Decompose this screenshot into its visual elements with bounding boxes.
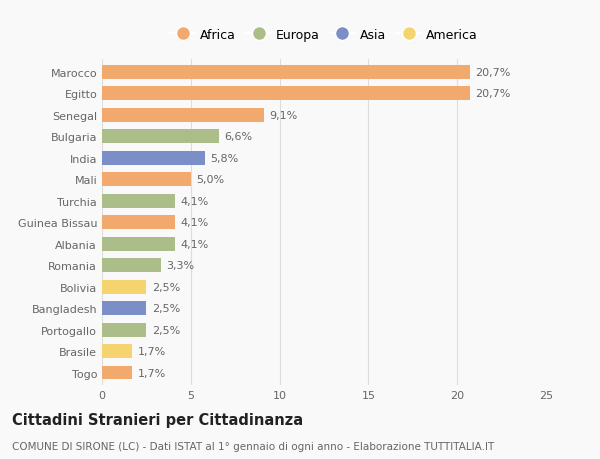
Text: COMUNE DI SIRONE (LC) - Dati ISTAT al 1° gennaio di ogni anno - Elaborazione TUT: COMUNE DI SIRONE (LC) - Dati ISTAT al 1°… [12, 441, 494, 451]
Text: 4,1%: 4,1% [180, 196, 208, 206]
Bar [102, 323, 146, 337]
Text: 4,1%: 4,1% [180, 239, 208, 249]
Bar [102, 237, 175, 251]
Text: 1,7%: 1,7% [137, 346, 166, 356]
Bar [102, 258, 161, 273]
Bar [102, 216, 175, 230]
Text: Cittadini Stranieri per Cittadinanza: Cittadini Stranieri per Cittadinanza [12, 413, 303, 428]
Bar [102, 344, 132, 358]
Bar [102, 151, 205, 165]
Text: 20,7%: 20,7% [475, 67, 511, 78]
Bar [102, 173, 191, 187]
Text: 4,1%: 4,1% [180, 218, 208, 228]
Bar [102, 87, 470, 101]
Bar [102, 66, 470, 79]
Text: 2,5%: 2,5% [152, 325, 180, 335]
Bar [102, 194, 175, 208]
Text: 2,5%: 2,5% [152, 282, 180, 292]
Bar [102, 108, 263, 123]
Bar [102, 366, 132, 380]
Bar [102, 302, 146, 315]
Text: 9,1%: 9,1% [269, 111, 297, 120]
Text: 5,8%: 5,8% [211, 153, 239, 163]
Text: 20,7%: 20,7% [475, 89, 511, 99]
Legend: Africa, Europa, Asia, America: Africa, Europa, Asia, America [165, 23, 483, 46]
Text: 5,0%: 5,0% [196, 175, 224, 185]
Text: 6,6%: 6,6% [224, 132, 253, 142]
Text: 3,3%: 3,3% [166, 261, 194, 270]
Bar [102, 130, 219, 144]
Bar [102, 280, 146, 294]
Text: 2,5%: 2,5% [152, 303, 180, 313]
Text: 1,7%: 1,7% [137, 368, 166, 378]
